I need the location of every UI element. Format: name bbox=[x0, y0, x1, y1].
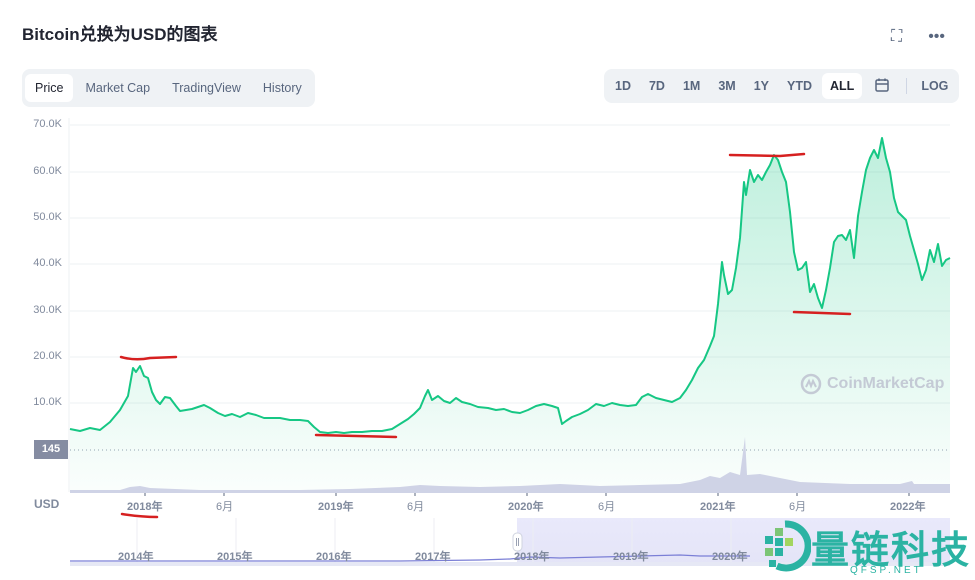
expand-icon[interactable]: ⛶ bbox=[890, 28, 903, 45]
x-tick: 6月 bbox=[789, 501, 807, 513]
navigator-label: 2015年 bbox=[217, 551, 253, 563]
price-marker-badge: 145 bbox=[34, 440, 68, 459]
navigator-label: 2020年 bbox=[712, 551, 748, 563]
y-tick: 40.0K bbox=[33, 257, 62, 269]
top-actions: ⛶ ••• bbox=[891, 28, 945, 46]
range-all[interactable]: ALL bbox=[822, 73, 863, 99]
log-toggle[interactable]: LOG bbox=[921, 79, 949, 93]
qfsp-watermark: 量链科技 bbox=[755, 518, 971, 574]
x-tick: 2019年 bbox=[318, 501, 354, 513]
navigator-line bbox=[70, 554, 750, 562]
volume-bars bbox=[70, 437, 950, 492]
more-horizontal-icon[interactable]: ••• bbox=[928, 28, 945, 45]
chart-type-tabs: Price Market Cap TradingView History bbox=[22, 69, 315, 107]
x-tick: 6月 bbox=[598, 501, 616, 513]
tab-price[interactable]: Price bbox=[25, 74, 74, 102]
range-3m[interactable]: 3M bbox=[718, 79, 736, 93]
navigator-selection bbox=[517, 518, 950, 566]
range-selector: 1D 7D 1M 3M 1Y YTD ALL LOG bbox=[604, 69, 960, 103]
y-tick: 60.0K bbox=[33, 165, 62, 177]
x-tick: 6月 bbox=[216, 501, 234, 513]
tab-tradingview[interactable]: TradingView bbox=[172, 81, 241, 95]
range-7d[interactable]: 7D bbox=[648, 79, 665, 93]
x-tick: 6月 bbox=[407, 501, 425, 513]
tab-history[interactable]: History bbox=[262, 81, 302, 95]
coinmarketcap-watermark: CoinMarketCap bbox=[800, 373, 944, 395]
range-ytd[interactable]: YTD bbox=[787, 79, 813, 93]
qfsp-subtitle: QFSP.NET bbox=[850, 565, 923, 576]
price-area bbox=[70, 138, 950, 492]
page-title: Bitcoin兑换为USD的图表 bbox=[22, 25, 218, 44]
y-tick: 70.0K bbox=[33, 118, 62, 130]
coinmarketcap-logo-icon bbox=[800, 373, 822, 395]
calendar-icon[interactable] bbox=[864, 73, 900, 100]
navigator-label: 2017年 bbox=[415, 551, 451, 563]
navigator-label: 2014年 bbox=[118, 551, 154, 563]
navigator-handle bbox=[512, 532, 523, 552]
y-tick: 20.0K bbox=[33, 350, 62, 362]
y-tick: 30.0K bbox=[33, 304, 62, 316]
x-tick: 2020年 bbox=[508, 501, 544, 513]
y-tick: 10.0K bbox=[33, 396, 62, 408]
range-1y[interactable]: 1Y bbox=[753, 79, 770, 93]
range-1m[interactable]: 1M bbox=[682, 79, 701, 93]
x-tick: 2022年 bbox=[890, 501, 926, 513]
price-line bbox=[69, 137, 951, 434]
qfsp-logo-icon bbox=[765, 520, 811, 572]
tab-market-cap[interactable]: Market Cap bbox=[85, 81, 151, 95]
annotations bbox=[119, 152, 852, 519]
x-tick: 2018年 bbox=[127, 501, 163, 513]
y-tick: 50.0K bbox=[33, 211, 62, 223]
navigator-label: 2016年 bbox=[316, 551, 352, 563]
navigator-label: 2019年 bbox=[613, 551, 649, 563]
x-tick: 2021年 bbox=[700, 501, 736, 513]
range-1d[interactable]: 1D bbox=[615, 79, 631, 93]
navigator-label: 2018年 bbox=[514, 551, 550, 563]
currency-label: USD bbox=[34, 497, 60, 511]
divider bbox=[906, 78, 908, 94]
